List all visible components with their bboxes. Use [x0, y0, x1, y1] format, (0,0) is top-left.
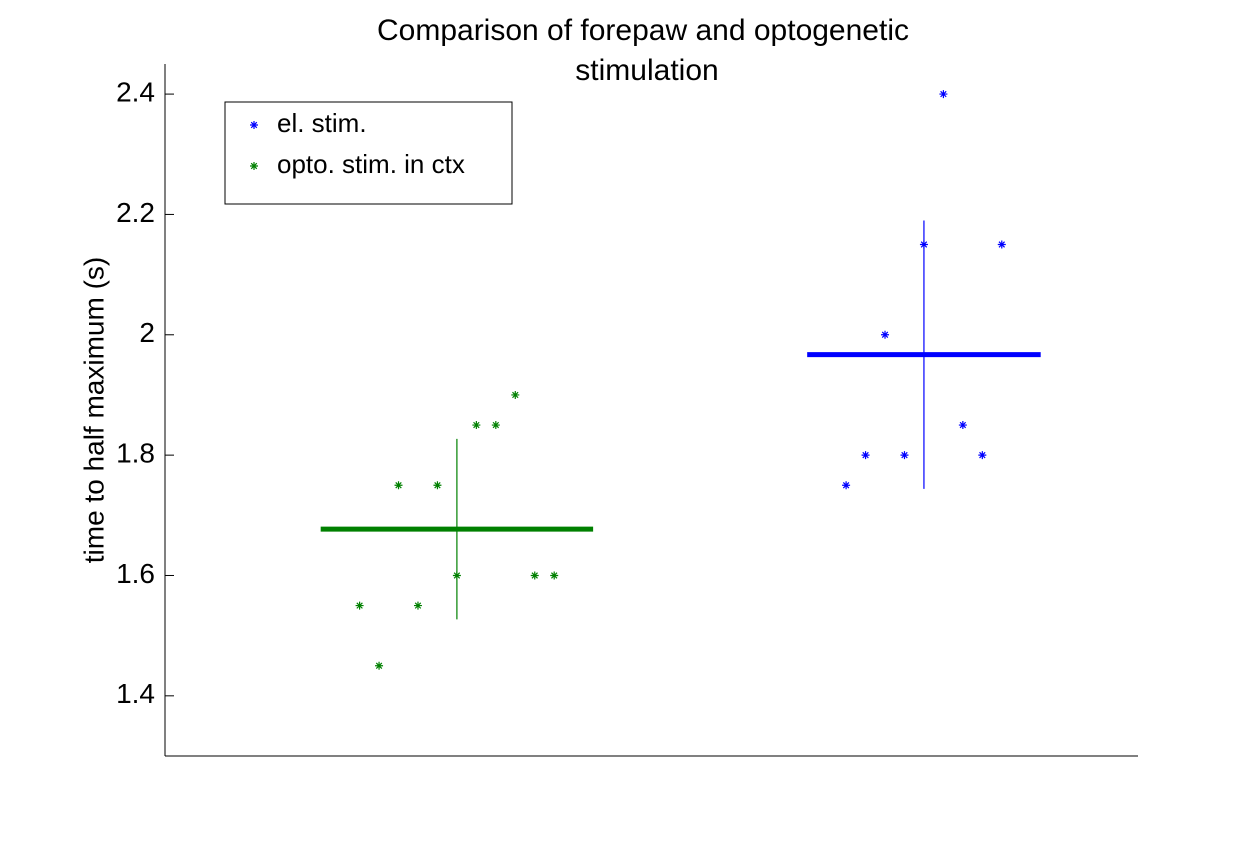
point [413, 601, 422, 610]
point [472, 421, 481, 430]
point [433, 481, 442, 490]
point [355, 601, 364, 610]
point [511, 390, 520, 399]
chart-title: stimulation [575, 54, 718, 87]
chart-title: Comparison of forepaw and optogenetic [377, 14, 909, 47]
point [958, 421, 967, 430]
y-tick-label: 2.4 [116, 76, 155, 107]
point [861, 451, 870, 460]
y-tick-label: 1.6 [116, 558, 155, 589]
y-axis-label: time to half maximum (s) [78, 257, 109, 564]
point [939, 90, 948, 99]
point [881, 330, 890, 339]
point [550, 571, 559, 580]
legend-marker [250, 162, 258, 170]
y-tick-label: 2.2 [116, 197, 155, 228]
y-tick-label: 2 [139, 317, 155, 348]
legend-label: el. stim. [277, 108, 367, 138]
point [978, 451, 987, 460]
y-tick-label: 1.4 [116, 678, 155, 709]
legend-marker [250, 121, 258, 129]
point [394, 481, 403, 490]
point [997, 240, 1006, 249]
point [375, 661, 384, 670]
legend-box [224, 101, 513, 205]
y-tick-label: 1.8 [116, 438, 155, 469]
point [491, 421, 500, 430]
point [842, 481, 851, 490]
point [900, 451, 909, 460]
point [530, 571, 539, 580]
legend-label: opto. stim. in ctx [277, 149, 465, 179]
